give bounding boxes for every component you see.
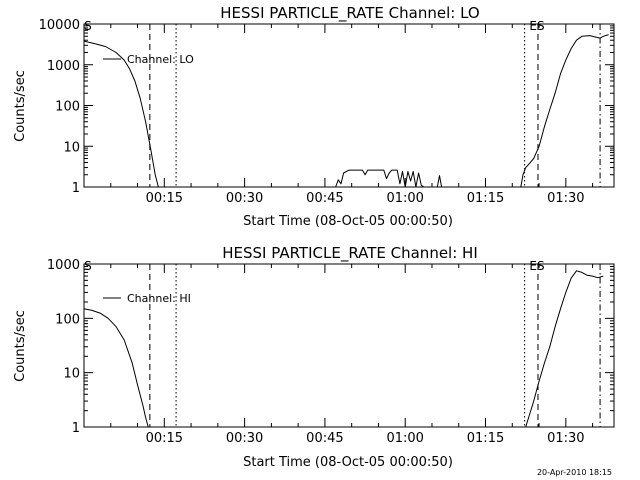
series-line [525,270,604,428]
series-line [83,308,149,428]
plot-frame [83,23,615,188]
x-tick-label: 00:30 [226,431,263,446]
y-tick-label: 10 [63,367,80,382]
y-tick-label: 100 [55,100,80,115]
legend-entry: Channel: LO [127,53,194,66]
x-tick-label: 01:15 [467,191,504,206]
y-tick-label: 1 [72,421,80,436]
series-line [520,34,609,188]
x-tick-label: 01:00 [386,191,423,206]
y-tick-label: 100 [55,312,80,327]
footer-timestamp: 20-Apr-2010 18:15 [537,468,612,477]
x-tick-label: 01:15 [467,431,504,446]
x-tick-label: 01:30 [547,191,584,206]
series-line [436,175,443,188]
y-tick-label: 1 [72,181,80,196]
chart-panel-lo: HESSI PARTICLE_RATE Channel: LO Counts/s… [13,4,615,229]
chart-title: HESSI PARTICLE_RATE Channel: HI [222,244,478,263]
chart-title: HESSI PARTICLE_RATE Channel: LO [220,4,479,23]
y-axis-label: Counts/sec [13,310,28,382]
x-tick-label: 00:15 [146,191,183,206]
chart-panel-hi: HESSI PARTICLE_RATE Channel: HI Counts/s… [13,244,615,470]
x-tick-label: 01:00 [386,431,423,446]
event-marker-label: ES [529,19,544,33]
x-tick-label: 01:30 [547,431,584,446]
y-tick-label: 1000 [47,59,80,74]
legend-entry: Channel: HI [127,292,191,305]
x-axis-label: Start Time (08-Oct-05 00:00:50) [243,455,453,470]
y-tick-label: 1000 [47,258,80,273]
event-marker-label: S [84,259,92,273]
x-tick-label: 00:45 [306,191,343,206]
y-axis-label: Counts/sec [13,70,28,142]
x-tick-label: 00:45 [306,431,343,446]
y-tick-label: 10000 [39,18,80,33]
plot-frame [83,263,615,428]
x-tick-label: 00:30 [226,191,263,206]
y-tick-label: 10 [63,140,80,155]
event-marker-label: ES [529,259,544,273]
series-line [335,169,425,188]
x-axis-label: Start Time (08-Oct-05 00:00:50) [243,214,453,229]
event-marker-label: S [84,19,92,33]
series-line [83,40,159,188]
x-tick-label: 00:15 [146,431,183,446]
